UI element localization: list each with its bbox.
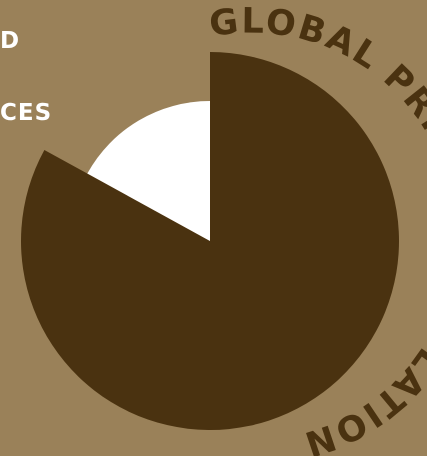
- pie-slice-1: [21, 52, 400, 430]
- pie-slice-2: [87, 101, 210, 241]
- left-text-fragment-top: D: [0, 28, 20, 54]
- left-text-fragment-middle: CES: [0, 100, 52, 126]
